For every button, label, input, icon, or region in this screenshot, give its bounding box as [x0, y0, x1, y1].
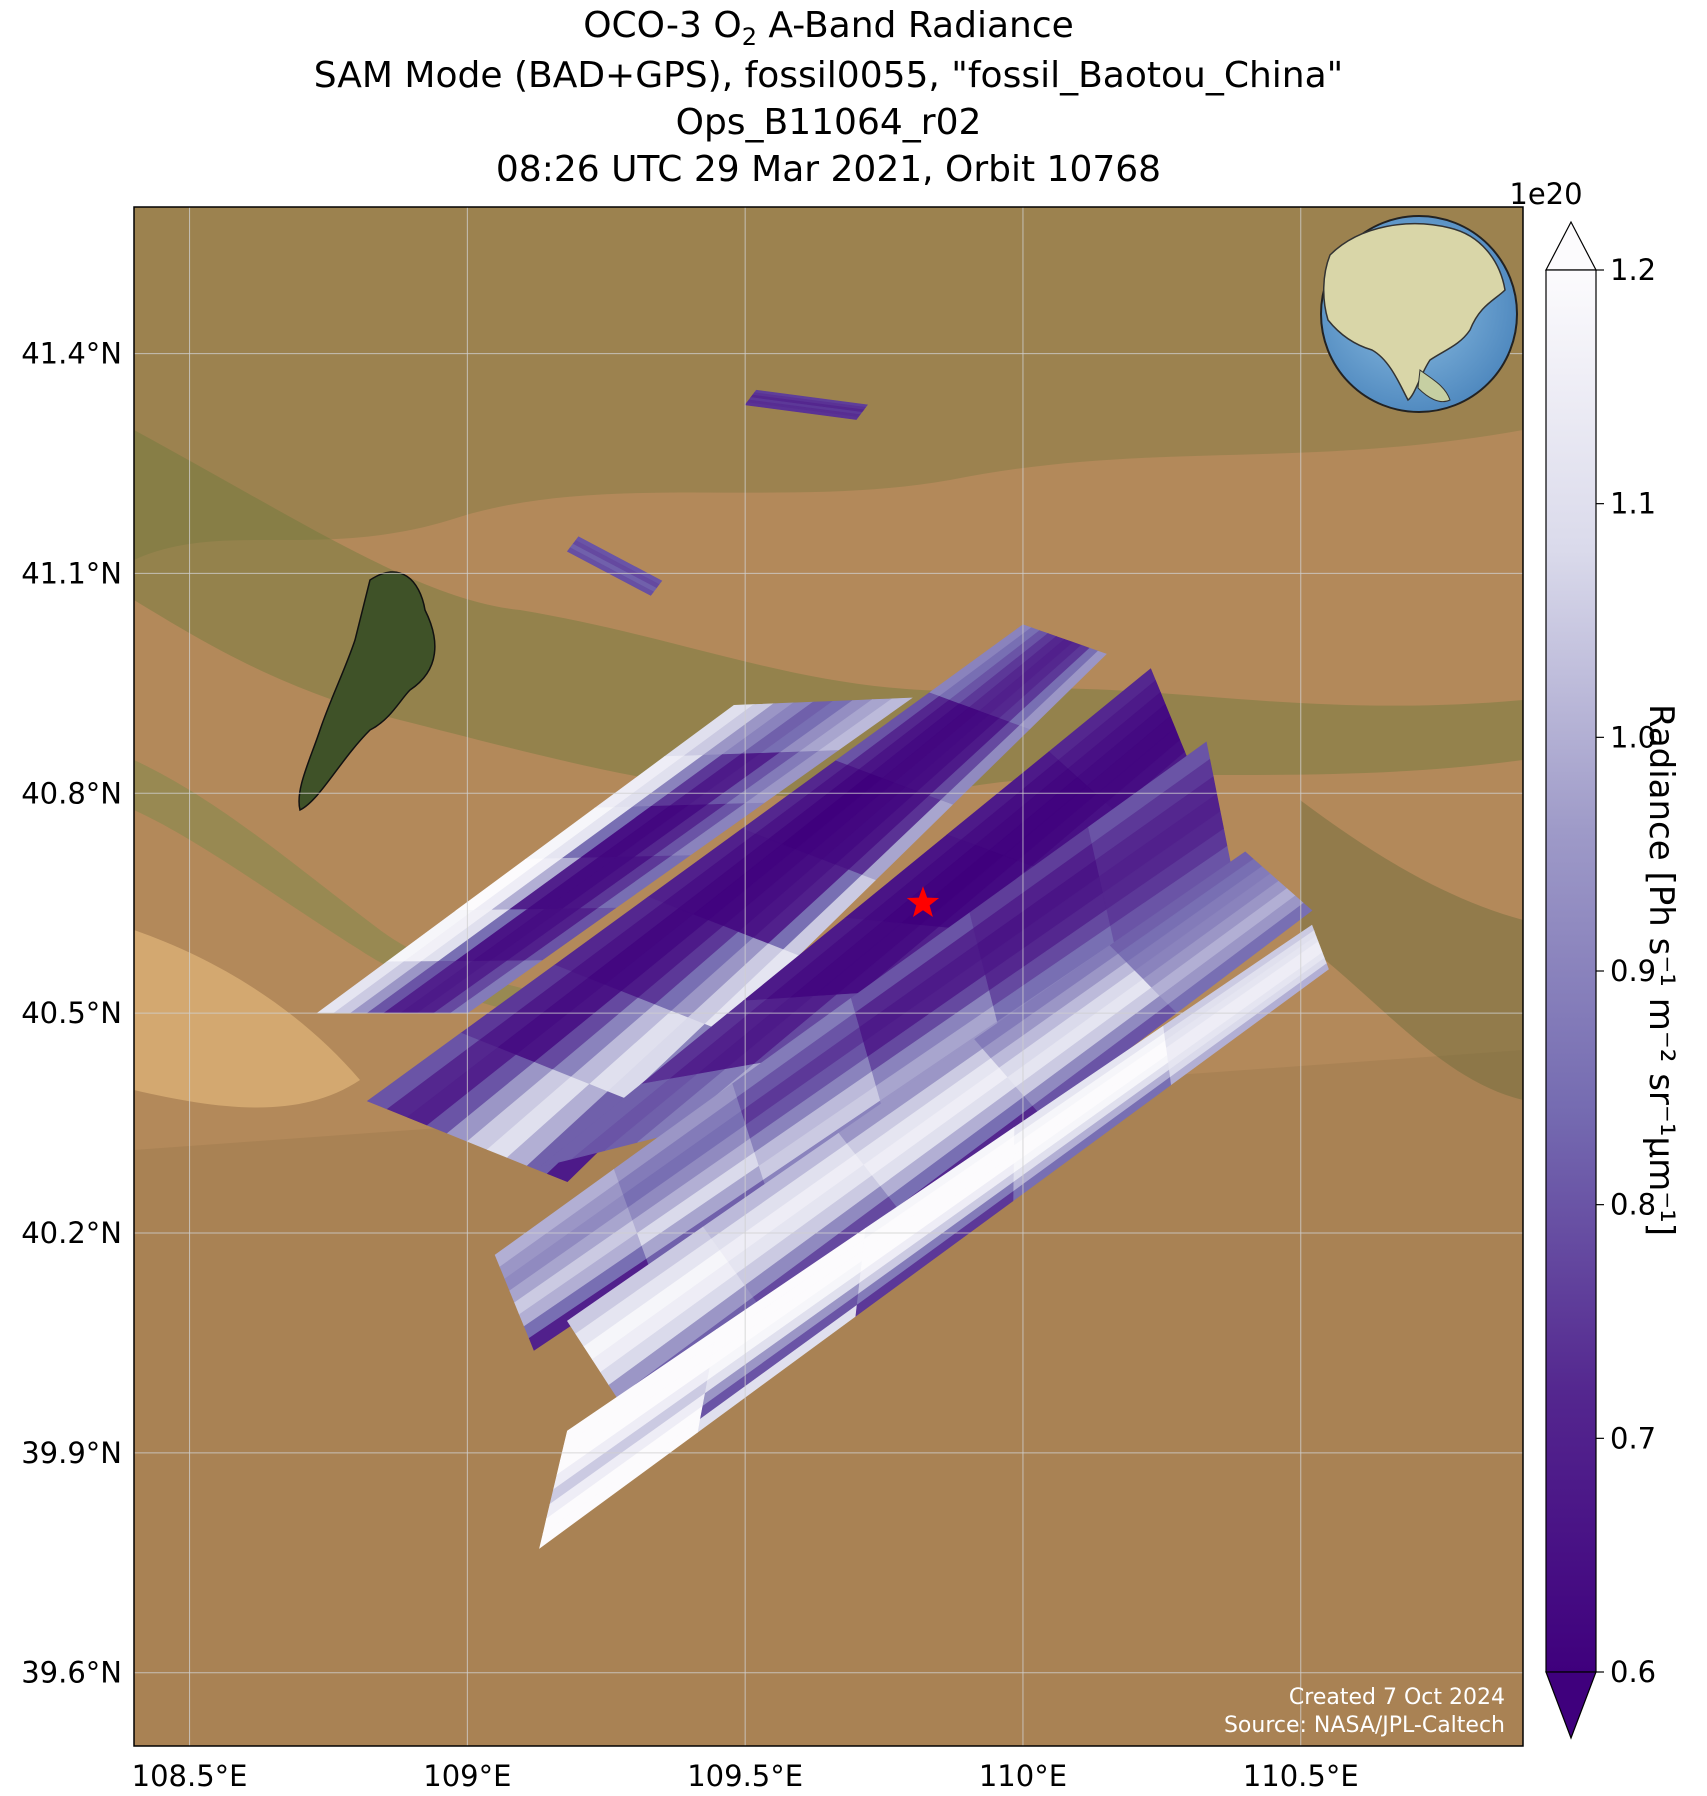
title-line-3: Ops_B11064_r02	[675, 102, 982, 143]
basemap-farmland-band	[134, 430, 1523, 799]
title-line-2: SAM Mode (BAD+GPS), fossil0055, "fossil_…	[313, 55, 1344, 96]
colorbar-tick-label: 0.9	[1610, 954, 1656, 988]
basemap-steppe-north	[134, 207, 1523, 560]
title-line-1-subscript: 2	[741, 23, 757, 52]
colorbar-gradient	[1545, 269, 1597, 1673]
colorbar: 0.6 0.7 0.8 0.9 1.0 1.1 1.2 1e20 Radiance [Ph …	[1509, 177, 1681, 1740]
globe-southeast-asia	[1417, 369, 1451, 403]
swath-3	[366, 624, 1107, 1183]
colorbar-exponent: 1e20	[1509, 177, 1582, 211]
lon-tick-label: 110°E	[979, 1759, 1067, 1793]
lat-tick-label: 39.9°N	[21, 1436, 122, 1470]
swath-1	[566, 536, 663, 596]
basemap-east-hills	[1300, 800, 1523, 1100]
lat-tick-label: 41.1°N	[21, 556, 122, 590]
swath-cell	[539, 1418, 701, 1549]
colorbar-tick-label: 0.6	[1610, 1655, 1656, 1689]
colorbar-tick-label: 1.2	[1610, 253, 1656, 287]
title-line-1: OCO-3 O2 A-Band Radiance	[134, 6, 1523, 57]
basemap-south-plateau	[134, 1050, 1523, 1746]
swath-5	[494, 741, 1235, 1351]
basemap-lake-wetland	[298, 571, 436, 812]
basemap-sand-desert	[134, 930, 360, 1108]
colorbar-label: Radiance [Ph s⁻¹ m⁻² sr⁻¹μm⁻¹]	[1641, 704, 1681, 1236]
lon-tick-label: 110.5°E	[1243, 1759, 1359, 1793]
swath-cell	[744, 402, 859, 420]
locator-globe	[1320, 215, 1518, 413]
colorbar-extend-high	[1545, 220, 1597, 271]
lat-tick-label: 40.2°N	[21, 1216, 122, 1250]
swath-cell	[566, 547, 654, 596]
lon-tick-label: 108.5°E	[132, 1759, 248, 1793]
title-line-4: 08:26 UTC 29 Mar 2021, Orbit 10768	[495, 149, 1162, 190]
swath-7	[539, 924, 1329, 1549]
lat-tick-label: 41.4°N	[21, 337, 122, 371]
gridlines	[134, 207, 1523, 1746]
lon-tick-label: 109°E	[423, 1759, 511, 1793]
colorbar-tick-label: 1.0	[1610, 720, 1656, 754]
colorbar-ticks: 0.6 0.7 0.8 0.9 1.0 1.1 1.2	[1596, 253, 1656, 1689]
swath-0	[744, 389, 868, 420]
credit-source: Source: NASA/JPL-Caltech	[1224, 1713, 1505, 1738]
colorbar-tick-label: 0.7	[1610, 1421, 1656, 1455]
globe-asia-landmass	[1322, 223, 1506, 402]
longitude-tick-labels: 108.5°E 109°E 109.5°E 110°E 110.5°E	[132, 1759, 1359, 1793]
map-panel: Created 7 Oct 2024 Source: NASA/JPL-Calt…	[134, 207, 1523, 1746]
title-line-1-suffix: A-Band Radiance	[756, 5, 1074, 46]
colorbar-extend-low	[1545, 1671, 1597, 1740]
lon-tick-label: 109.5°E	[687, 1759, 803, 1793]
colorbar-tick-label: 0.8	[1610, 1188, 1656, 1222]
lat-tick-label: 39.6°N	[21, 1656, 122, 1690]
credit-created: Created 7 Oct 2024	[1289, 1685, 1505, 1710]
colorbar-tick-label: 1.1	[1610, 487, 1656, 521]
lat-tick-label: 40.5°N	[21, 996, 122, 1030]
target-star-icon	[906, 886, 940, 917]
latitude-tick-labels: 39.6°N 39.9°N 40.2°N 40.5°N 40.8°N 41.1°N 41.4…	[21, 337, 122, 1690]
lat-tick-label: 40.8°N	[21, 776, 122, 810]
map-frame	[133, 206, 1524, 1747]
title-line-1-prefix: OCO-3 O	[583, 5, 742, 46]
